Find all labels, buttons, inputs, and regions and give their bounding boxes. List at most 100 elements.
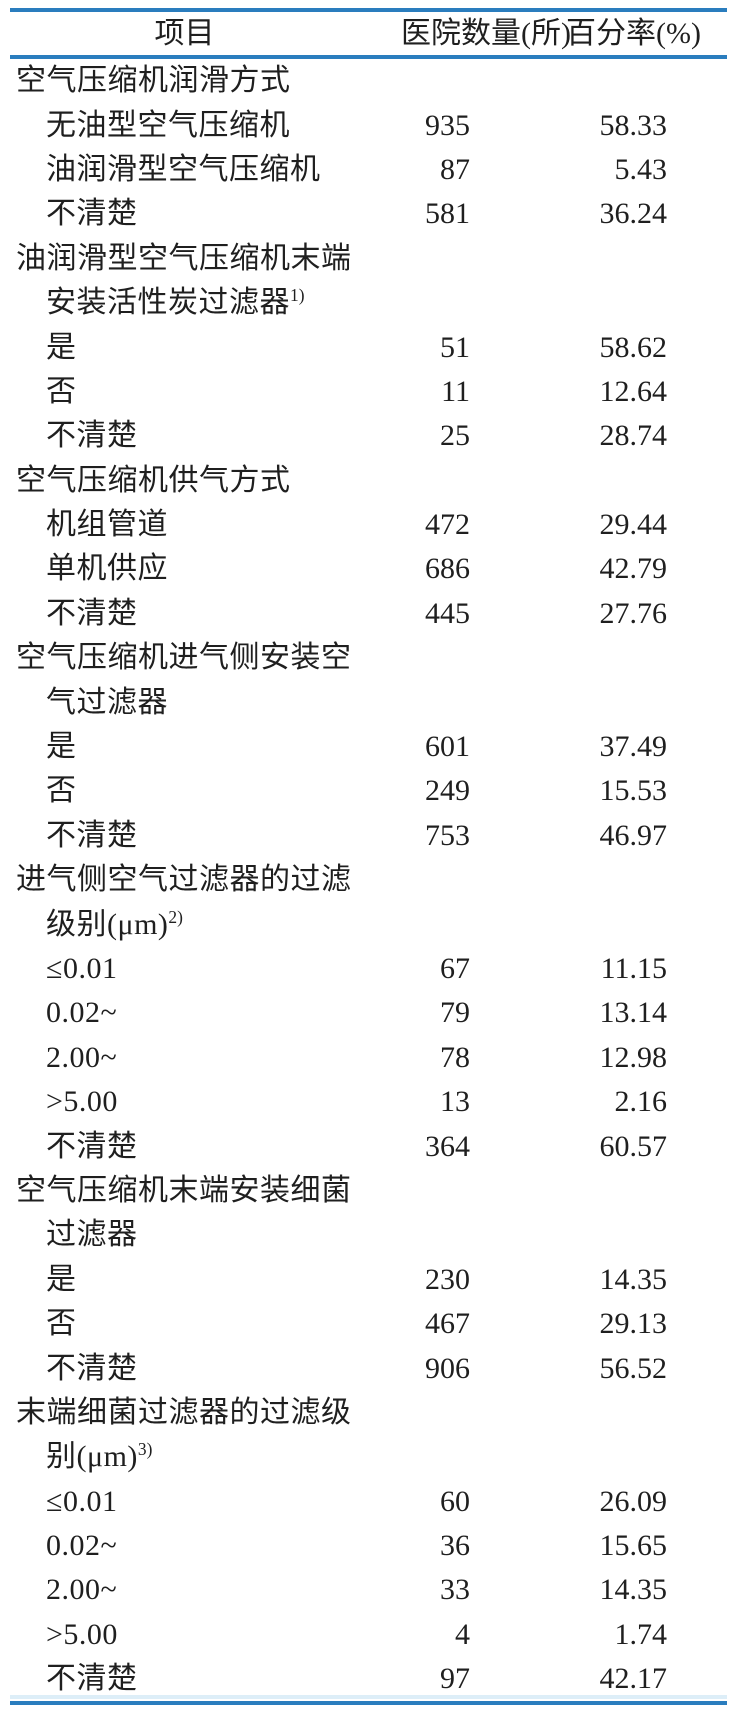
- table-row: ≤0.01 67 11.15: [0, 947, 729, 991]
- footnote-marker: 3): [137, 1439, 153, 1460]
- row-hospital-count: 97: [440, 1662, 470, 1696]
- row-hospital-count: 230: [425, 1262, 470, 1296]
- row-hospital-count: 25: [440, 419, 470, 453]
- row-hospital-count: 33: [440, 1573, 470, 1607]
- table-row: 是 230 14.35: [0, 1258, 729, 1302]
- table-row: 否 467 29.13: [0, 1302, 729, 1346]
- table-row: 否 249 15.53: [0, 769, 729, 813]
- row-label-text: 空气压缩机进气侧安装空: [16, 641, 352, 675]
- row-label: 油润滑型空气压缩机末端: [0, 243, 369, 274]
- row-label-text: >5.00: [46, 1617, 118, 1651]
- row-hospital-count: 67: [440, 952, 470, 985]
- row-label-text: 空气压缩机末端安装细菌: [16, 1173, 352, 1207]
- table-row: 不清楚 906 56.52: [0, 1346, 729, 1390]
- row-label: 不清楚: [0, 1131, 369, 1162]
- row-percentage: 2.16: [614, 1085, 668, 1119]
- table-row: 不清楚 581 36.24: [0, 192, 729, 236]
- row-percentage: 14.35: [599, 1262, 668, 1296]
- row-label: 不清楚: [0, 199, 369, 229]
- row-hospital-count: 11: [441, 374, 470, 408]
- row-percentage: 28.74: [599, 419, 668, 453]
- row-percentage: 12.64: [599, 374, 668, 408]
- row-label-text: 别(μm): [46, 1440, 138, 1474]
- table-row: 无油型空气压缩机 935 58.33: [0, 103, 729, 147]
- table-row: 0.02~ 36 15.65: [0, 1524, 729, 1568]
- row-label-text: ≤0.01: [46, 1484, 118, 1518]
- table-row: ≤0.01 60 26.09: [0, 1480, 729, 1524]
- row-label: 空气压缩机末端安装细菌: [0, 1173, 369, 1207]
- row-label: 别(μm)3): [0, 1439, 369, 1474]
- row-label: 油润滑型空气压缩机: [0, 154, 369, 185]
- row-label: 气过滤器: [0, 685, 369, 719]
- table-row: 安装活性炭过滤器1): [0, 281, 729, 325]
- row-hospital-count: 78: [440, 1040, 470, 1074]
- row-hospital-count: 249: [425, 774, 470, 808]
- row-label-text: 不清楚: [46, 1351, 138, 1385]
- row-label: 机组管道: [0, 510, 369, 540]
- row-hospital-count: 36: [440, 1529, 470, 1563]
- row-label-text: 空气压缩机润滑方式: [16, 64, 291, 98]
- row-hospital-count: 581: [425, 197, 470, 231]
- row-label-text: 是: [46, 330, 77, 364]
- table-row: 空气压缩机进气侧安装空: [0, 636, 729, 680]
- row-hospital-count: 13: [440, 1085, 470, 1119]
- row-label: ≤0.01: [0, 1484, 369, 1518]
- row-percentage: 42.17: [599, 1662, 668, 1696]
- row-label-text: 否: [46, 374, 77, 408]
- row-label: 不清楚: [0, 1664, 369, 1694]
- row-percentage: 29.44: [599, 508, 668, 542]
- row-label-text: 空气压缩机供气方式: [16, 463, 291, 497]
- row-percentage: 27.76: [599, 596, 668, 630]
- row-label-text: 单机供应: [46, 552, 168, 586]
- table-row: 2.00~ 78 12.98: [0, 1036, 729, 1080]
- footnote-marker: 1): [290, 285, 305, 306]
- row-label-text: 进气侧空气过滤器的过滤: [16, 863, 352, 897]
- row-label: 空气压缩机润滑方式: [0, 66, 369, 96]
- row-label-text: >5.00: [46, 1085, 118, 1119]
- row-label: 否: [0, 1309, 369, 1339]
- table-row: 气过滤器: [0, 680, 729, 724]
- row-label-text: ≤0.01: [46, 952, 118, 985]
- row-label: 无油型空气压缩机: [0, 108, 369, 142]
- row-hospital-count: 60: [440, 1484, 470, 1518]
- row-hospital-count: 472: [425, 508, 470, 542]
- column-header-hospital-count: 医院数量(所): [401, 16, 571, 50]
- table-top-rule: [10, 8, 727, 12]
- row-label-text: 气过滤器: [46, 685, 168, 719]
- row-label: 否: [0, 374, 369, 408]
- row-label: 不清楚: [0, 818, 369, 852]
- row-label: 空气压缩机供气方式: [0, 463, 369, 497]
- table-body: 空气压缩机润滑方式 无油型空气压缩机 935 58.33 油润滑型空气压缩机 8…: [0, 59, 729, 1701]
- row-percentage: 26.09: [599, 1484, 668, 1518]
- row-hospital-count: 4: [455, 1617, 470, 1651]
- row-percentage: 42.79: [599, 552, 668, 586]
- row-label-text: 不清楚: [46, 419, 138, 453]
- row-label-text: 过滤器: [46, 1218, 138, 1252]
- row-hospital-count: 87: [440, 152, 470, 186]
- row-label-text: 末端细菌过滤器的过滤级: [16, 1395, 352, 1429]
- row-label-text: 是: [46, 1262, 77, 1296]
- row-label: 末端细菌过滤器的过滤级: [0, 1395, 369, 1429]
- row-label: 级别(μm)2): [0, 908, 369, 940]
- table-row: 别(μm)3): [0, 1435, 729, 1479]
- row-label: 2.00~: [0, 1042, 369, 1073]
- row-hospital-count: 445: [425, 596, 470, 630]
- table-bottom-rule: [10, 1701, 727, 1706]
- row-label: 过滤器: [0, 1220, 369, 1250]
- row-label: 0.02~: [0, 998, 369, 1028]
- table-row: 空气压缩机润滑方式: [0, 59, 729, 103]
- row-hospital-count: 686: [425, 552, 470, 586]
- row-label: ≤0.01: [0, 954, 369, 984]
- row-percentage: 36.24: [599, 197, 668, 231]
- table-row: 不清楚 445 27.76: [0, 592, 729, 636]
- row-percentage: 5.43: [614, 152, 668, 186]
- row-label: 进气侧空气过滤器的过滤: [0, 865, 369, 895]
- row-label: 是: [0, 330, 369, 364]
- table-row: 否 11 12.64: [0, 370, 729, 414]
- row-label-text: 不清楚: [46, 818, 138, 852]
- row-label-text: 无油型空气压缩机: [46, 108, 290, 142]
- row-label-text: 不清楚: [46, 197, 138, 231]
- row-label-text: 不清楚: [46, 596, 138, 630]
- table-row: 2.00~ 33 14.35: [0, 1568, 729, 1612]
- row-label-text: 0.02~: [46, 996, 118, 1030]
